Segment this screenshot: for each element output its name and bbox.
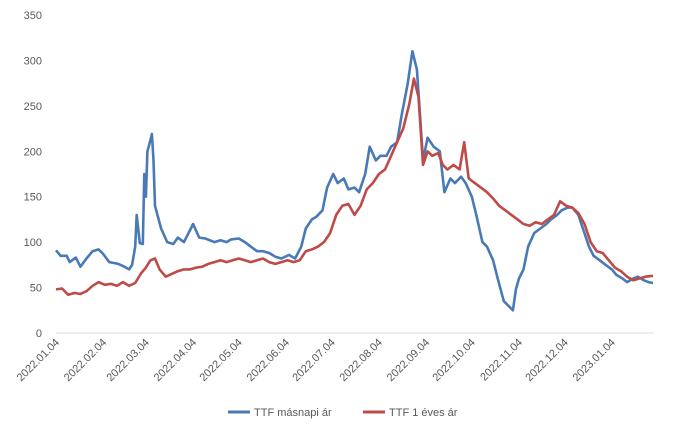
y-tick-label: 250 bbox=[24, 101, 42, 113]
legend: TTF másnapi ár TTF 1 éves ár bbox=[228, 407, 458, 419]
x-tick-label: 2022.05.04 bbox=[197, 337, 244, 384]
y-tick-label: 150 bbox=[24, 192, 42, 204]
y-tick-label: 50 bbox=[30, 283, 42, 295]
x-tick-label: 2022.08.04 bbox=[338, 337, 385, 384]
x-tick-label: 2022.06.04 bbox=[245, 337, 292, 384]
y-tick-label: 0 bbox=[36, 328, 42, 340]
series-line-2 bbox=[55, 77, 654, 297]
series-line-1 bbox=[55, 49, 654, 312]
x-tick-label: 2022.12.04 bbox=[523, 337, 570, 384]
y-axis-ticks: 0 50 100 150 200 250 300 350 bbox=[24, 10, 42, 340]
x-tick-label: 2022.10.04 bbox=[430, 337, 477, 384]
x-tick-label: 2022.04.04 bbox=[152, 337, 199, 384]
series-lines bbox=[55, 49, 654, 312]
x-tick-label: 2022.03.04 bbox=[105, 337, 152, 384]
y-tick-label: 350 bbox=[24, 10, 42, 22]
y-tick-label: 200 bbox=[24, 146, 42, 158]
x-tick-label: 2022.07.04 bbox=[290, 337, 337, 384]
legend-label-series-2: TTF 1 éves ár bbox=[389, 407, 458, 419]
x-tick-label: 2022.09.04 bbox=[385, 337, 432, 384]
y-tick-label: 100 bbox=[24, 237, 42, 249]
x-tick-label: 2022.02.04 bbox=[62, 337, 109, 384]
legend-label-series-1: TTF másnapi ár bbox=[254, 407, 332, 419]
x-tick-label: 2022.01.04 bbox=[15, 337, 62, 384]
x-tick-label: 2022.11.04 bbox=[478, 337, 525, 384]
x-tick-label: 2023.01.04 bbox=[571, 337, 618, 384]
y-tick-label: 300 bbox=[24, 55, 42, 67]
